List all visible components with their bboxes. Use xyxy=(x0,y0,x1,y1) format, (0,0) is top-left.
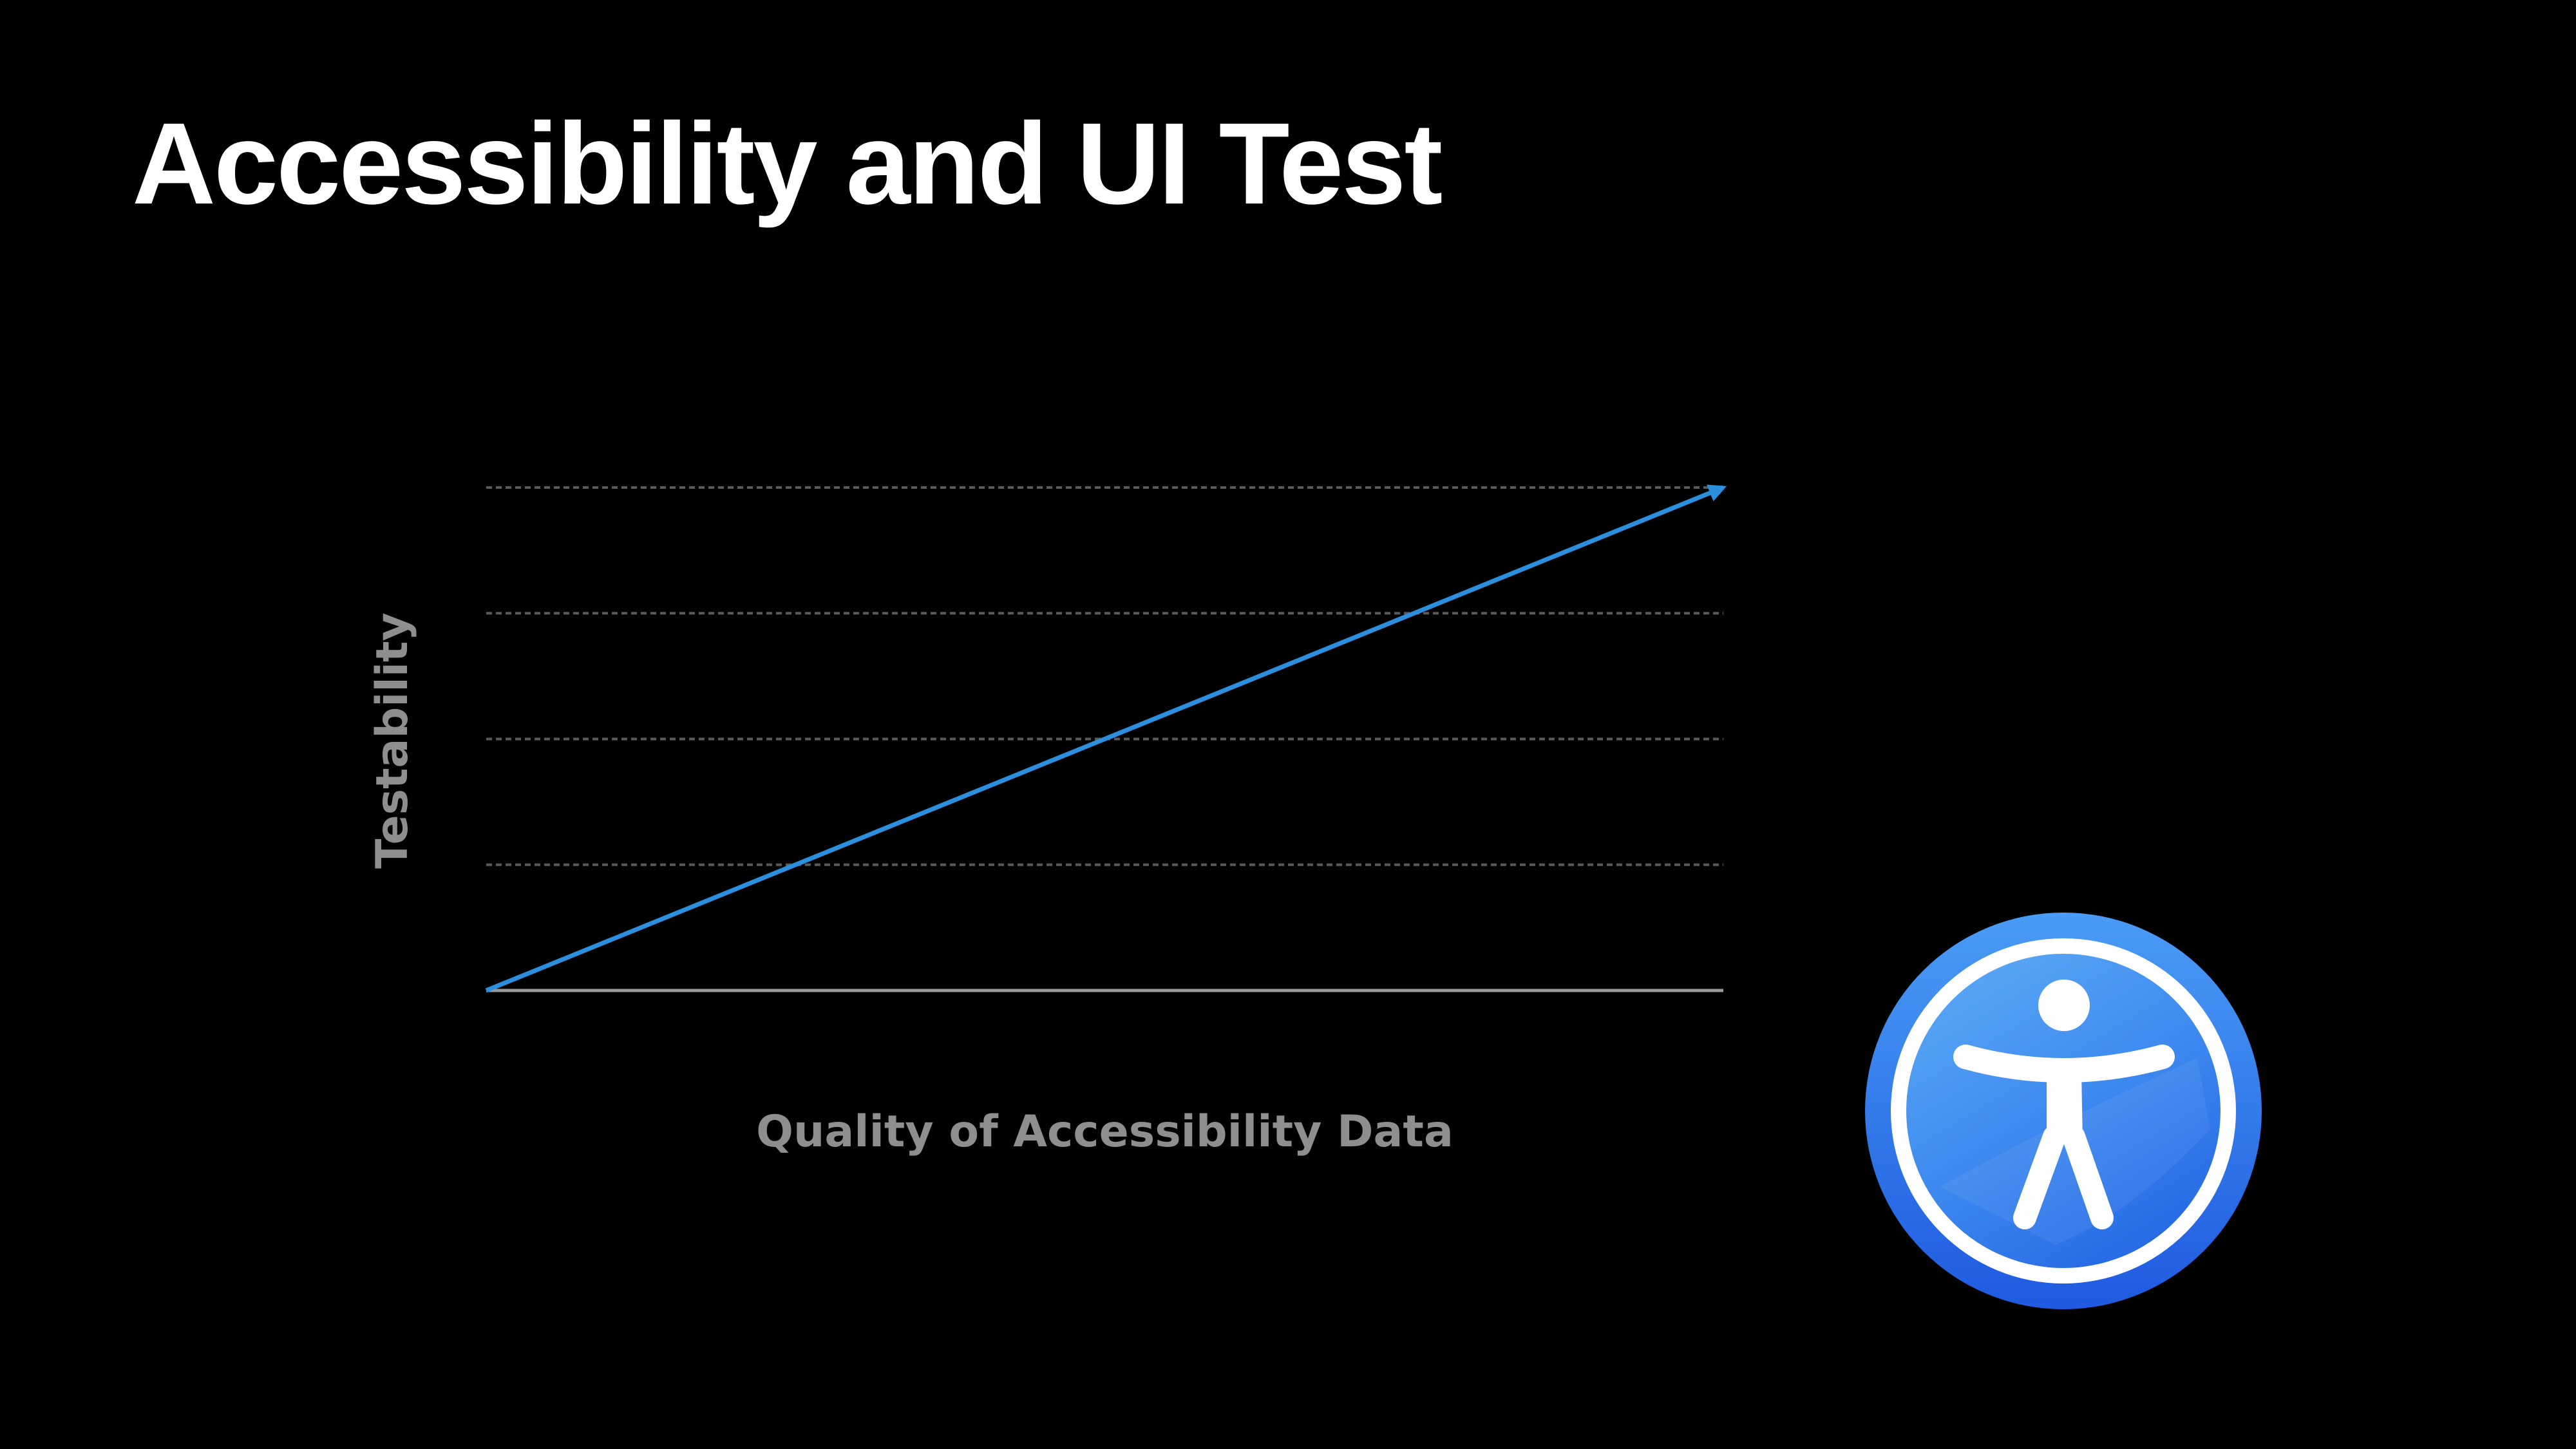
person-figure xyxy=(1953,980,2175,1229)
slide-title: Accessibility and UI Test xyxy=(132,99,1443,229)
series-layer xyxy=(485,484,1727,993)
figure-left-leg xyxy=(2013,1125,2066,1229)
figure-head xyxy=(2038,980,2090,1031)
figure-arms xyxy=(1953,1045,2175,1083)
accessibility-icon xyxy=(1865,913,2262,1309)
grid-lines xyxy=(486,486,1723,866)
figure-right-leg xyxy=(2062,1125,2114,1229)
series-line-0 xyxy=(485,484,1727,993)
y-axis-label: Testability xyxy=(367,612,418,869)
x-axis-label: Quality of Accessibility Data xyxy=(756,1106,1454,1157)
